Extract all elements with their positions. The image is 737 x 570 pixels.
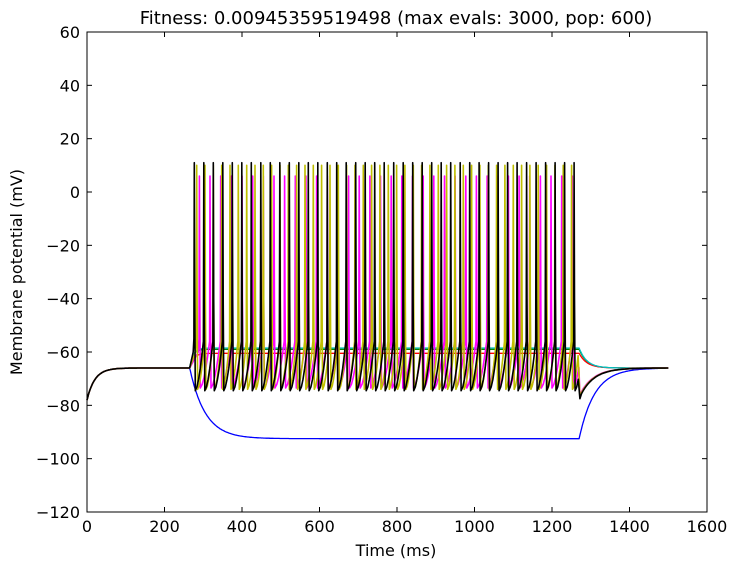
tick-layer: 0 200 400 600 800 1000 1200 1400 1600−120−100−80… [36,23,727,536]
chart-title: Fitness: 0.00945359519498 (max evals: 30… [140,8,653,29]
y-tick-label: −60 [46,343,80,362]
y-tick-label: −120 [36,503,80,522]
x-tick-label: 1400 [609,517,650,536]
y-tick-label: 0 [70,183,80,202]
y-tick-label: −80 [46,396,80,415]
y-tick-label: −40 [46,290,80,309]
x-tick-label: 800 [382,517,413,536]
series-line-7 [86,161,669,401]
y-tick-label: 60 [60,23,80,42]
plot-frame [86,31,708,513]
y-tick-label: 40 [60,76,80,95]
x-tick-label: 200 [149,517,180,536]
x-axis-label: Time (ms) [355,541,437,560]
x-tick-label: 1200 [532,517,573,536]
x-tick-label: 1000 [454,517,495,536]
y-tick-label: 20 [60,130,80,149]
y-axis-label: Membrane potential (mV) [7,169,26,375]
x-tick-label: 1600 [687,517,728,536]
x-tick-label: 400 [227,517,258,536]
series-layer [86,161,669,440]
y-tick-label: −20 [46,236,80,255]
x-tick-label: 0 [82,517,92,536]
y-tick-label: −100 [36,450,80,469]
plot-area: 0 200 400 600 800 1000 1200 1400 1600−120−100−80… [36,23,727,536]
x-tick-label: 600 [304,517,335,536]
